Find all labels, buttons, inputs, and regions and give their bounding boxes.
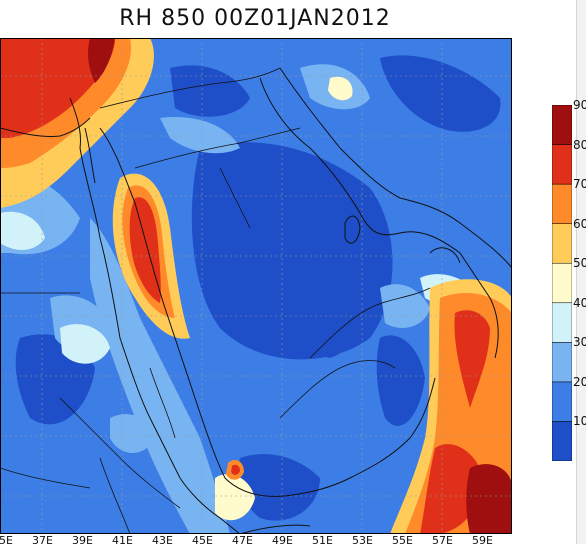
x-tick-label: 59E [472, 534, 493, 547]
colorbar-swatch [552, 105, 572, 145]
colorbar-swatch [552, 262, 572, 304]
rh-region-low [294, 225, 373, 358]
x-tick-label: 35E [0, 534, 13, 547]
color-bar [552, 105, 572, 461]
colorbar-label: 50 [573, 256, 586, 271]
x-tick-label: 41E [112, 534, 133, 547]
x-tick-label: 53E [352, 534, 373, 547]
x-tick-label: 47E [232, 534, 253, 547]
rh-region-80 [454, 310, 490, 408]
x-tick-label: 57E [432, 534, 453, 547]
colorbar-swatch [552, 302, 572, 343]
x-tick-label: 37E [32, 534, 53, 547]
rh-region-50 [215, 474, 255, 521]
rh-region-80 [420, 444, 481, 534]
rh-region-40 [60, 324, 110, 364]
rh-region-mid [380, 284, 430, 328]
colorbar-label: 80 [573, 137, 586, 152]
rh-region-low [170, 65, 250, 117]
country-borders [0, 67, 431, 534]
rh-region-80 [129, 197, 161, 303]
lat-lon-grid [0, 38, 512, 534]
map-frame [0, 38, 512, 534]
colorbar-swatch [552, 223, 572, 264]
colorbar-swatch [552, 421, 572, 461]
colorbar-swatch [552, 381, 572, 422]
rh-region-80 [0, 38, 115, 138]
x-tick-label: 45E [192, 534, 213, 547]
coastlines [0, 67, 512, 534]
colorbar-label: 40 [573, 295, 586, 310]
rh-region-50 [328, 76, 353, 101]
x-tick-label: 49E [272, 534, 293, 547]
rh-region-low [380, 55, 501, 132]
rh-region-low [238, 454, 320, 521]
colorbar-label: 10 [573, 414, 586, 429]
humidity-map [0, 38, 512, 534]
colorbar-label: 90 [573, 98, 586, 112]
x-tick-label: 55E [392, 534, 413, 547]
colorbar-swatch [552, 183, 572, 224]
colorbar-label: 20 [573, 374, 586, 389]
colorbar-label: 60 [573, 216, 586, 231]
x-tick-label: 43E [152, 534, 173, 547]
colorbar-swatch [552, 342, 572, 383]
x-tick-label: 51E [312, 534, 333, 547]
rh-region-40 [0, 211, 45, 250]
rh-region-80 [231, 464, 240, 475]
colorbar-label: 30 [573, 335, 586, 350]
rh-region-90 [87, 38, 115, 83]
colorbar-label: 70 [573, 177, 586, 192]
rh-region-mid [110, 414, 155, 453]
window-edge [576, 0, 586, 544]
plot-title: RH 850 00Z01JAN2012 [119, 6, 391, 31]
rh-region-low [376, 335, 425, 426]
rh-region-mid [160, 117, 240, 154]
x-tick-label: 39E [72, 534, 93, 547]
colorbar-swatch [552, 144, 572, 185]
rh-region-90 [466, 464, 512, 534]
